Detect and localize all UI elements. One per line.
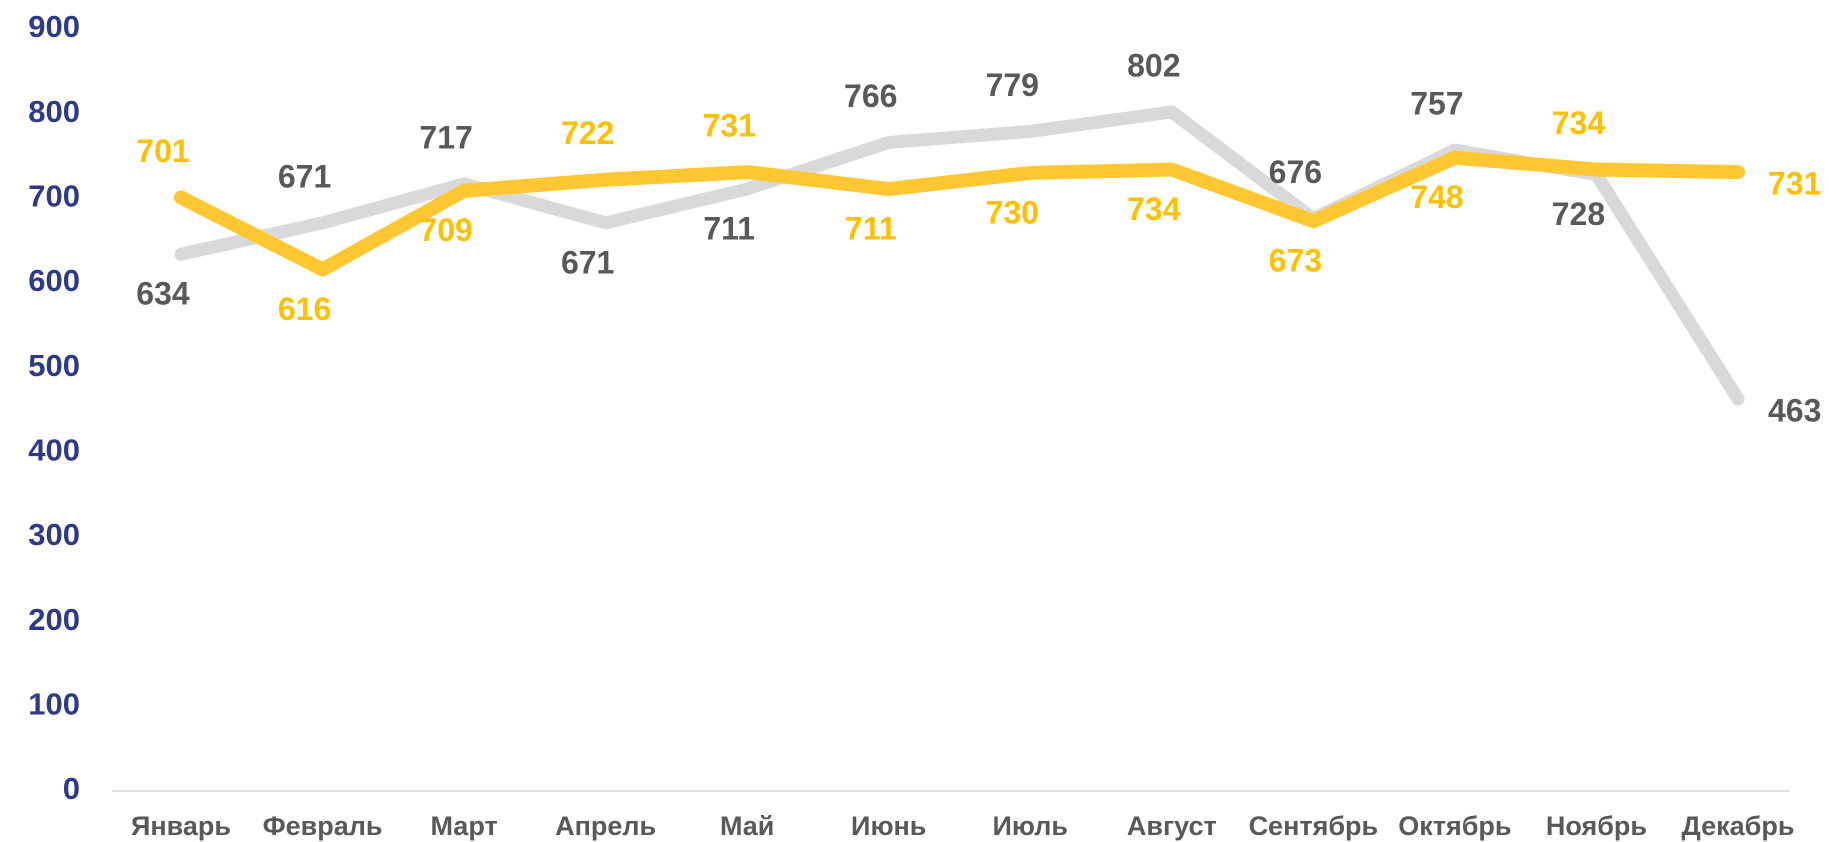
data-label: 671 [561,244,614,280]
x-tick-label: Август [1127,811,1217,841]
y-tick-label: 900 [28,9,80,44]
data-label: 671 [278,158,331,194]
x-tick-label: Ноябрь [1546,811,1647,841]
x-tick-label: Июль [992,811,1068,841]
y-tick-label: 200 [28,602,80,637]
x-tick-label: Май [720,811,774,841]
data-label: 731 [702,108,755,144]
y-tick-label: 300 [28,517,80,552]
data-label: 711 [703,210,755,246]
x-tick-label: Декабрь [1682,811,1795,841]
data-label: 728 [1552,196,1605,232]
y-tick-label: 100 [28,687,80,722]
data-label: 731 [1768,166,1821,202]
x-tick-label: Март [430,811,497,841]
data-label: 676 [1269,154,1322,190]
data-label: 701 [136,133,189,169]
x-tick-label: Июнь [851,811,926,841]
data-label: 717 [419,119,472,155]
y-tick-label: 500 [28,348,80,383]
y-tick-label: 400 [28,433,80,468]
data-label: 766 [844,78,897,114]
y-tick-label: 600 [28,263,80,298]
data-label: 748 [1410,179,1463,215]
x-tick-label: Апрель [555,811,656,841]
x-tick-label: Октябрь [1398,811,1511,841]
y-tick-label: 0 [63,771,80,806]
data-label: 734 [1552,105,1606,141]
x-tick-label: Февраль [263,811,383,841]
data-label: 734 [1127,191,1181,227]
x-tick-label: Январь [131,811,231,841]
data-label: 779 [986,67,1039,103]
data-label: 616 [278,291,331,327]
series-line [174,150,1745,277]
data-label: 757 [1410,86,1463,122]
data-label: 802 [1127,47,1180,83]
y-tick-label: 700 [28,179,80,214]
data-label: 634 [136,276,190,312]
y-tick-label: 800 [28,94,80,129]
data-label: 709 [419,212,472,248]
data-label: 463 [1768,392,1821,428]
x-tick-label: Сентябрь [1249,811,1379,841]
data-label: 722 [561,115,614,151]
data-label: 673 [1269,243,1322,279]
data-label: 711 [845,210,897,246]
data-label: 730 [986,194,1039,230]
